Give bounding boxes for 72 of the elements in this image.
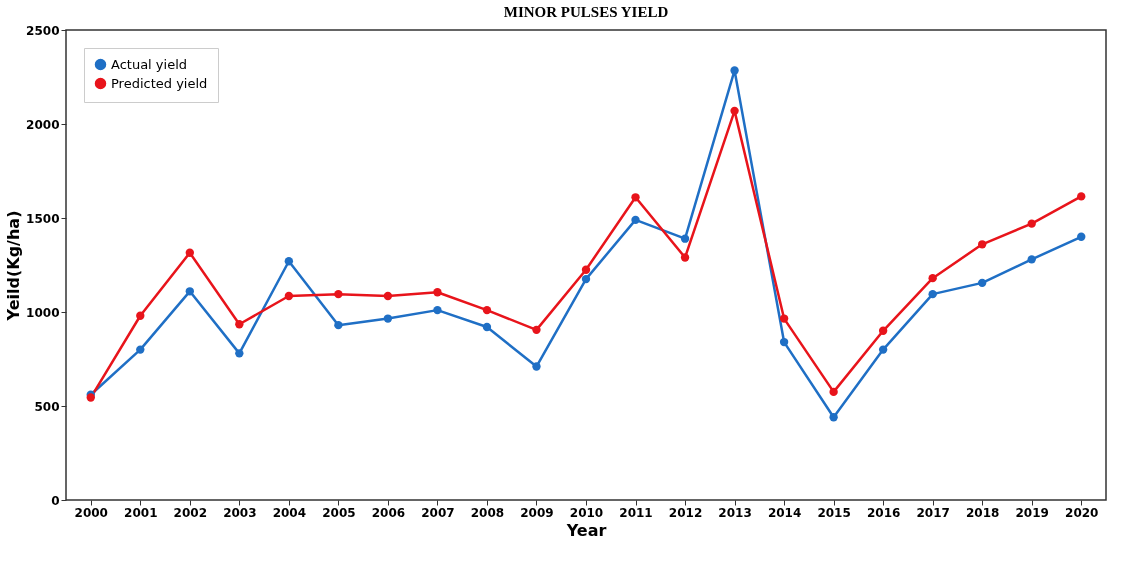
point	[730, 106, 739, 116]
point	[829, 413, 838, 422]
point	[680, 253, 690, 262]
point	[235, 349, 244, 358]
point	[532, 362, 541, 371]
x-tick-label: 2011	[619, 505, 653, 520]
x-tick-label: 2002	[173, 505, 208, 520]
point	[1077, 192, 1086, 201]
x-tick-label: 2000	[74, 505, 108, 520]
x-tick-label: 2017	[916, 505, 950, 520]
point	[928, 289, 937, 299]
legend-label: Predicted yield	[111, 75, 208, 91]
point	[631, 215, 640, 225]
x-tick-label: 2014	[767, 505, 802, 520]
point	[1077, 232, 1086, 241]
x-tick-label: 2004	[272, 505, 307, 520]
point	[779, 314, 789, 323]
legend-label: Actual yield	[111, 56, 188, 72]
x-tick-label: 2015	[817, 505, 851, 520]
point	[680, 234, 690, 243]
x-tick-label: 2020	[1065, 505, 1099, 520]
point	[433, 288, 442, 297]
point	[482, 322, 492, 332]
point	[532, 325, 541, 335]
x-tick-label: 2001	[124, 505, 158, 520]
x-tick-label: 2009	[520, 505, 554, 520]
chart-title: MINOR PULSES YIELD	[503, 4, 669, 20]
x-tick-label: 2010	[569, 505, 604, 520]
x-tick-label: 2008	[470, 505, 505, 520]
point	[284, 257, 294, 266]
point	[878, 345, 888, 354]
y-tick-label: 1000	[26, 305, 60, 320]
point	[978, 278, 987, 288]
point	[383, 314, 393, 323]
x-tick-label: 2005	[322, 505, 356, 520]
x-tick-label: 2007	[421, 505, 455, 520]
point	[928, 273, 937, 283]
point	[581, 274, 591, 284]
point	[978, 240, 987, 249]
x-tick-label: 2018	[965, 505, 1000, 520]
point	[1027, 219, 1036, 228]
point	[284, 291, 294, 301]
point	[581, 265, 591, 274]
y-tick-label: 1500	[26, 211, 60, 226]
point	[136, 311, 145, 320]
x-axis-title: Year	[565, 520, 607, 540]
point	[334, 320, 343, 330]
x-tick-label: 2012	[668, 505, 703, 520]
point	[829, 387, 838, 397]
x-tick-label: 2016	[866, 505, 901, 520]
y-tick-label: 2500	[26, 23, 60, 38]
point	[383, 291, 393, 301]
point	[482, 305, 492, 315]
point	[185, 287, 194, 296]
y-tick-label: 2000	[26, 117, 60, 132]
point	[730, 66, 739, 75]
point	[631, 193, 640, 202]
point	[334, 289, 343, 299]
y-axis-title: Yeild(Kg/ha)	[4, 210, 24, 322]
point	[433, 305, 442, 315]
y-tick-label: 0	[51, 493, 60, 508]
point	[235, 320, 244, 329]
y-tick-label: 500	[34, 399, 60, 414]
point	[779, 337, 789, 347]
x-tick-label: 2006	[371, 505, 406, 520]
point	[878, 326, 888, 335]
point	[185, 248, 194, 257]
point	[136, 345, 145, 354]
x-tick-label: 2019	[1015, 505, 1049, 520]
point	[1027, 255, 1036, 264]
x-tick-label: 2013	[718, 505, 752, 520]
x-tick-label: 2003	[223, 505, 257, 520]
